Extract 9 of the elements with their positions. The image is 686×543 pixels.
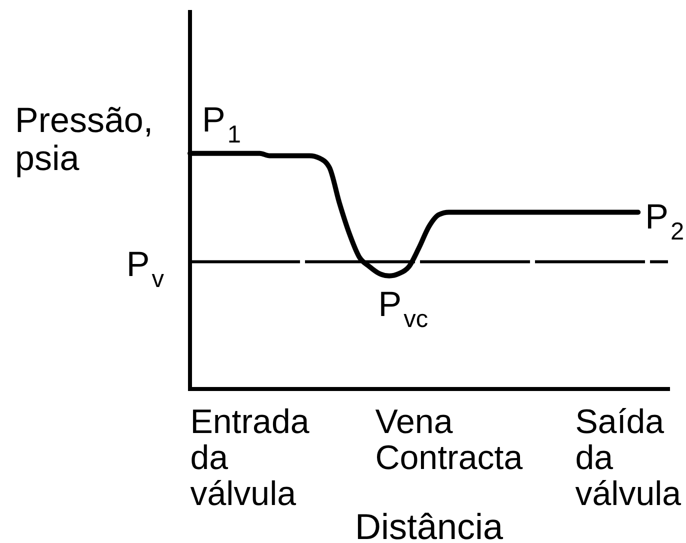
annotation: P$_{vc}$ — [378, 284, 428, 334]
x-axis-title: Distância — [354, 506, 504, 543]
y-axis-title: Pressão, psia — [15, 101, 154, 178]
annotation: P$_{2}$ — [645, 197, 684, 246]
x-tick-label: Vena Contracta — [375, 403, 523, 477]
x-tick-label: Entrada da válvula — [190, 403, 310, 513]
ref-line-label: P$_{v}$ — [126, 244, 165, 294]
annotation: P$_{1}$ — [202, 100, 241, 149]
x-tick-label: Saída da válvula — [575, 403, 682, 513]
